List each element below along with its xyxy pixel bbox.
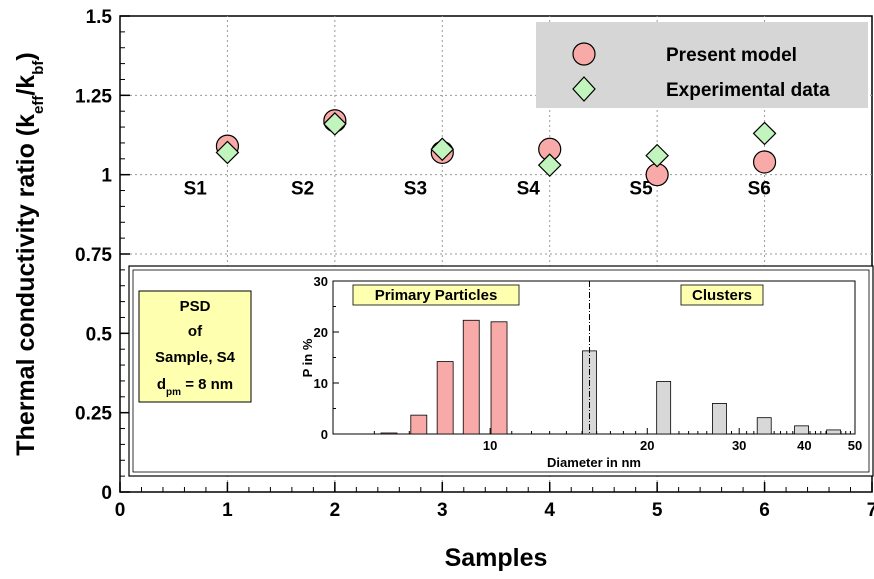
inset-x-tick-label: 40 bbox=[797, 438, 811, 453]
main-x-tick-label: 2 bbox=[330, 500, 341, 521]
inset-bar-cluster bbox=[756, 417, 772, 435]
info-box bbox=[138, 290, 252, 403]
main-x-tick-label: 3 bbox=[437, 500, 448, 521]
inset-inner-frame bbox=[132, 269, 870, 473]
legend: Present model Experimental data bbox=[536, 22, 868, 108]
inset-bar-primary bbox=[490, 321, 508, 435]
sample-label: S1 bbox=[184, 178, 208, 199]
legend-label-experimental-data: Experimental data bbox=[666, 80, 830, 101]
sample-label: S5 bbox=[629, 178, 653, 199]
inset-bar-cluster bbox=[656, 381, 672, 435]
main-x-tick-label: 4 bbox=[544, 500, 555, 521]
main-x-axis-label: Samples bbox=[445, 544, 548, 572]
main-x-tick-label: 5 bbox=[652, 500, 663, 521]
inset-x-axis-label: Diameter in nm bbox=[547, 455, 641, 470]
sample-label: S4 bbox=[517, 178, 541, 199]
sample-labels: S1 S2 S3 S4 S5 S6 bbox=[184, 178, 771, 199]
inset-bar-primary bbox=[462, 319, 480, 435]
info-box-line4: dpm = 8 nm bbox=[157, 376, 233, 398]
inset-y-tick-label: 20 bbox=[314, 325, 328, 340]
point-experimental-data bbox=[752, 121, 777, 146]
inset-y-axis-label: P in % bbox=[300, 338, 315, 377]
inset-x-tick-label: 30 bbox=[732, 438, 746, 453]
inset-x-tick-label: 10 bbox=[483, 438, 497, 453]
main-x-tick-label: 0 bbox=[115, 500, 126, 521]
legend-label-present-model: Present model bbox=[666, 45, 797, 66]
inset-bar-primary bbox=[380, 432, 398, 435]
data-points bbox=[215, 109, 777, 187]
region-label-primary: Primary Particles bbox=[375, 287, 498, 304]
main-y-tick-label: 1.5 bbox=[86, 7, 113, 28]
sample-label: S2 bbox=[291, 178, 314, 199]
inset-bar-cluster bbox=[794, 425, 809, 435]
inset-bar-cluster bbox=[712, 402, 727, 435]
info-box-line3: Sample, S4 bbox=[155, 349, 236, 366]
main-y-tick-label: 0.75 bbox=[75, 245, 112, 266]
inset: PSD of Sample, S4 dpm = 8 nm 0 10 20 30 10 20… bbox=[128, 265, 874, 477]
main-x-tick-label: 6 bbox=[759, 500, 770, 521]
info-box-line2: of bbox=[188, 323, 203, 340]
main-y-tick-label: 0 bbox=[101, 483, 112, 504]
inset-y-tick-label: 0 bbox=[321, 427, 328, 442]
main-y-axis-label: Thermal conductivity ratio (keff/kbf) bbox=[12, 52, 47, 455]
legend-marker-experimental-data bbox=[572, 76, 596, 102]
inset-y-tick-label: 30 bbox=[314, 274, 328, 289]
point-experimental-data bbox=[323, 112, 347, 136]
main-y-tick-label: 0.25 bbox=[75, 404, 112, 425]
main-y-tick-label: 1 bbox=[101, 166, 112, 187]
point-experimental-data bbox=[430, 137, 455, 162]
legend-marker-present-model bbox=[572, 42, 596, 66]
point-present-model bbox=[752, 150, 777, 174]
region-label-clusters-bg bbox=[680, 284, 764, 306]
point-experimental-data bbox=[537, 153, 562, 177]
region-label-primary-bg bbox=[352, 284, 520, 306]
main-tick-labels: 0 0.25 0.5 0.75 1 1.25 1.5 0 1 2 3 4 5 6 7 bbox=[75, 7, 874, 521]
inset-bar-cluster bbox=[826, 429, 842, 435]
main-axis-ticks bbox=[119, 15, 873, 493]
main-x-tick-label: 1 bbox=[222, 500, 233, 521]
info-box-line1: PSD bbox=[180, 298, 211, 315]
inset-y-tick-label: 10 bbox=[314, 376, 328, 391]
sample-label: S6 bbox=[748, 178, 771, 199]
main-y-tick-label: 0.5 bbox=[86, 324, 113, 345]
region-label-clusters: Clusters bbox=[692, 287, 752, 304]
point-experimental-data bbox=[215, 140, 240, 165]
inset-x-tick-label: 50 bbox=[848, 438, 862, 453]
point-experimental-data bbox=[645, 143, 669, 168]
sample-label: S3 bbox=[404, 178, 427, 199]
inset-tick-labels: 0 10 20 30 10 20 30 40 50 bbox=[314, 274, 863, 453]
inset-bar-primary bbox=[436, 361, 454, 435]
main-y-tick-label: 1.25 bbox=[75, 86, 112, 107]
inset-bar-primary bbox=[410, 414, 428, 435]
inset-x-tick-label: 20 bbox=[640, 438, 654, 453]
main-x-tick-label: 7 bbox=[867, 500, 874, 521]
